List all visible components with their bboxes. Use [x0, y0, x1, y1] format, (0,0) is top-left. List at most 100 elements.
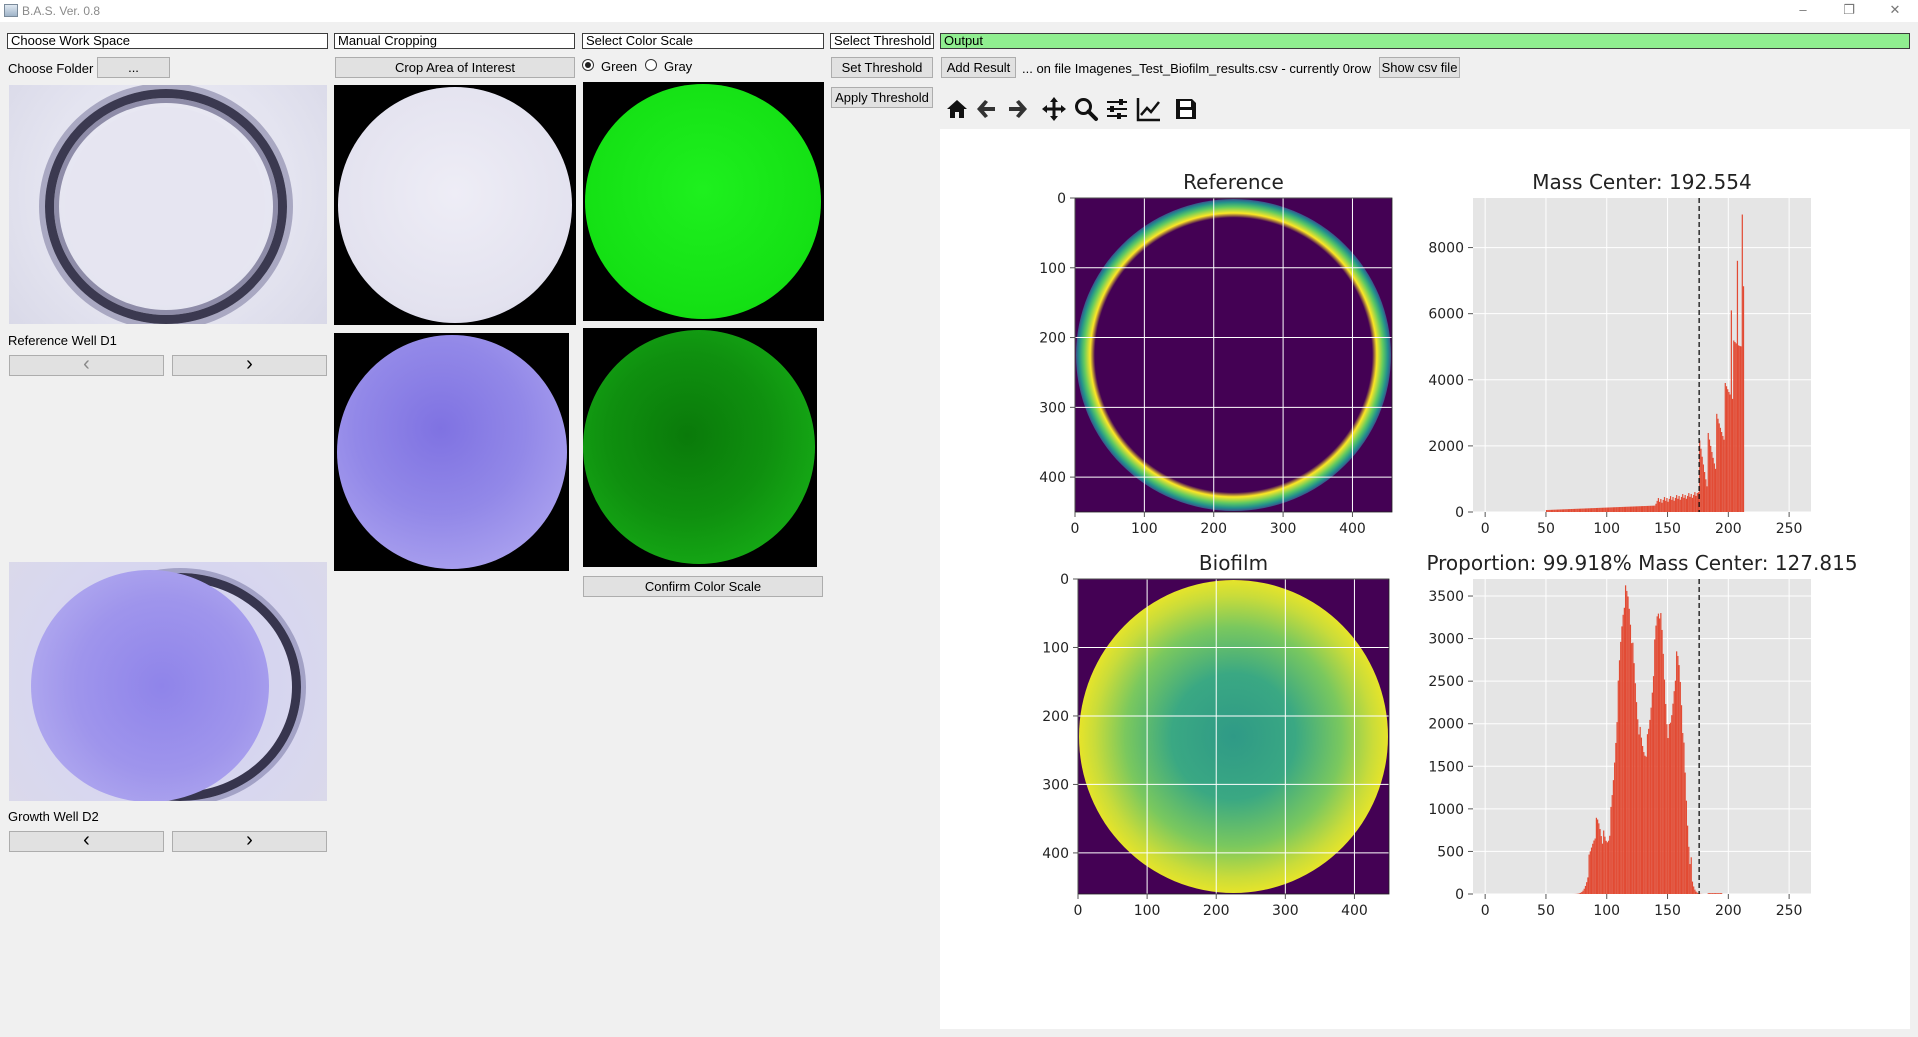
gray-radio[interactable]	[645, 59, 657, 71]
histogram-bar	[1618, 507, 1621, 512]
histogram-bar	[1639, 506, 1641, 512]
histogram-bar	[1717, 893, 1719, 894]
histogram-bar	[1623, 506, 1625, 512]
back-arrow-icon[interactable]	[974, 96, 1000, 122]
histogram-bar	[1638, 506, 1640, 512]
reference-prev-button[interactable]: ‹	[9, 354, 164, 376]
histogram-bar	[1694, 492, 1696, 512]
x-tick-label: 150	[1654, 521, 1681, 537]
x-tick-label: 100	[1134, 903, 1161, 919]
confirm-color-scale-button[interactable]: Confirm Color Scale	[583, 576, 823, 597]
histogram-bar	[1686, 825, 1689, 894]
green-channel-reference-image	[583, 82, 824, 321]
add-result-button[interactable]: Add Result	[941, 57, 1016, 78]
x-tick-label: 100	[1131, 521, 1158, 537]
histogram-bar	[1603, 830, 1605, 894]
histogram-bar	[1712, 457, 1714, 512]
configure-subplots-icon[interactable]	[1104, 96, 1130, 122]
histogram-bar	[1595, 507, 1598, 512]
y-tick-label: 6000	[1428, 307, 1464, 323]
y-tick-label: 2000	[1428, 439, 1464, 455]
histogram-bar	[1730, 310, 1732, 512]
histogram-bar	[1579, 892, 1582, 894]
histogram-bar	[1665, 703, 1667, 894]
histogram-bar	[1731, 398, 1734, 512]
pan-icon[interactable]	[1041, 96, 1067, 122]
histogram-bar	[1606, 507, 1608, 512]
histogram-bar	[1739, 345, 1741, 512]
histogram-bar	[1610, 507, 1612, 512]
forward-arrow-icon[interactable]	[1004, 96, 1030, 122]
histogram-bar	[1604, 836, 1606, 894]
histogram-bar	[1725, 386, 1728, 512]
histogram-bar	[1691, 881, 1694, 894]
histogram-bar	[1679, 681, 1681, 894]
green-channel-growth-image	[583, 328, 817, 567]
histogram-bar	[1627, 596, 1629, 894]
histogram-bar	[1640, 737, 1642, 894]
show-csv-button[interactable]: Show csv file	[1379, 57, 1460, 78]
histogram-bar	[1635, 702, 1638, 894]
histogram-bar	[1713, 463, 1715, 512]
histogram-bar	[1600, 507, 1602, 512]
histogram-bar	[1584, 885, 1587, 894]
histogram-bar	[1665, 500, 1667, 512]
histogram-bar	[1634, 683, 1636, 894]
histogram-bar	[1669, 496, 1672, 512]
restore-button[interactable]: ❐	[1843, 2, 1855, 17]
histogram-bar	[1735, 343, 1737, 512]
axes-frame	[1074, 197, 1393, 513]
choose-folder-button[interactable]: ...	[97, 57, 170, 78]
apply-threshold-button[interactable]: Apply Threshold	[831, 87, 933, 108]
histogram-bar	[1649, 505, 1651, 512]
histogram-bar	[1566, 509, 1568, 512]
histogram-bar	[1690, 494, 1692, 512]
histogram-bar	[1648, 728, 1650, 894]
histogram-bar	[1628, 506, 1630, 512]
histogram-bar	[1639, 726, 1641, 894]
histogram-bar	[1682, 733, 1684, 894]
set-threshold-button[interactable]: Set Threshold	[831, 57, 933, 78]
x-tick-label: 0	[1074, 903, 1083, 919]
histogram-bar	[1598, 507, 1600, 512]
crop-area-button[interactable]: Crop Area of Interest	[335, 57, 575, 78]
histogram-bar	[1583, 508, 1585, 512]
edit-axis-icon[interactable]	[1136, 96, 1162, 122]
histogram-bar	[1693, 494, 1695, 512]
close-button[interactable]: ✕	[1889, 2, 1901, 17]
cropping-header: Manual Cropping	[334, 33, 575, 49]
histogram-bar	[1660, 613, 1662, 894]
histogram-bar	[1567, 509, 1570, 512]
histogram-bar	[1690, 857, 1692, 894]
histogram-bar	[1651, 505, 1653, 512]
histogram-bar	[1677, 498, 1679, 512]
histogram-bar	[1649, 719, 1651, 894]
growth-prev-button[interactable]: ‹	[9, 830, 164, 852]
home-icon[interactable]	[944, 96, 970, 122]
histogram-bar	[1699, 440, 1701, 512]
title-bar: B.A.S. Ver. 0.8 – ❐ ✕	[0, 0, 1918, 22]
chart-title: Proportion: 99.918% Mass Center: 127.815	[1426, 551, 1857, 575]
histogram-bar	[1721, 432, 1723, 512]
save-icon[interactable]	[1173, 96, 1199, 122]
reference-next-button[interactable]: ›	[172, 354, 327, 376]
x-tick-label: 0	[1481, 903, 1490, 919]
histogram-bar	[1680, 705, 1683, 894]
zoom-icon[interactable]	[1073, 96, 1099, 122]
histogram-bar	[1719, 893, 1722, 894]
histogram-bar	[1627, 506, 1629, 512]
histogram-bar	[1634, 506, 1636, 512]
histogram-bar	[1588, 508, 1590, 512]
window-title: B.A.S. Ver. 0.8	[22, 4, 101, 18]
histogram-bar	[1718, 893, 1720, 894]
histogram-bar	[1666, 497, 1668, 512]
histogram-bar	[1686, 495, 1689, 512]
histogram-bar	[1626, 590, 1628, 894]
histogram-bar	[1562, 509, 1565, 512]
histogram-bar	[1616, 507, 1618, 512]
histogram-bar	[1682, 494, 1684, 512]
histogram-bar	[1672, 496, 1674, 512]
minimize-button[interactable]: –	[1799, 2, 1807, 17]
green-radio[interactable]	[582, 59, 594, 71]
growth-next-button[interactable]: ›	[172, 830, 327, 852]
